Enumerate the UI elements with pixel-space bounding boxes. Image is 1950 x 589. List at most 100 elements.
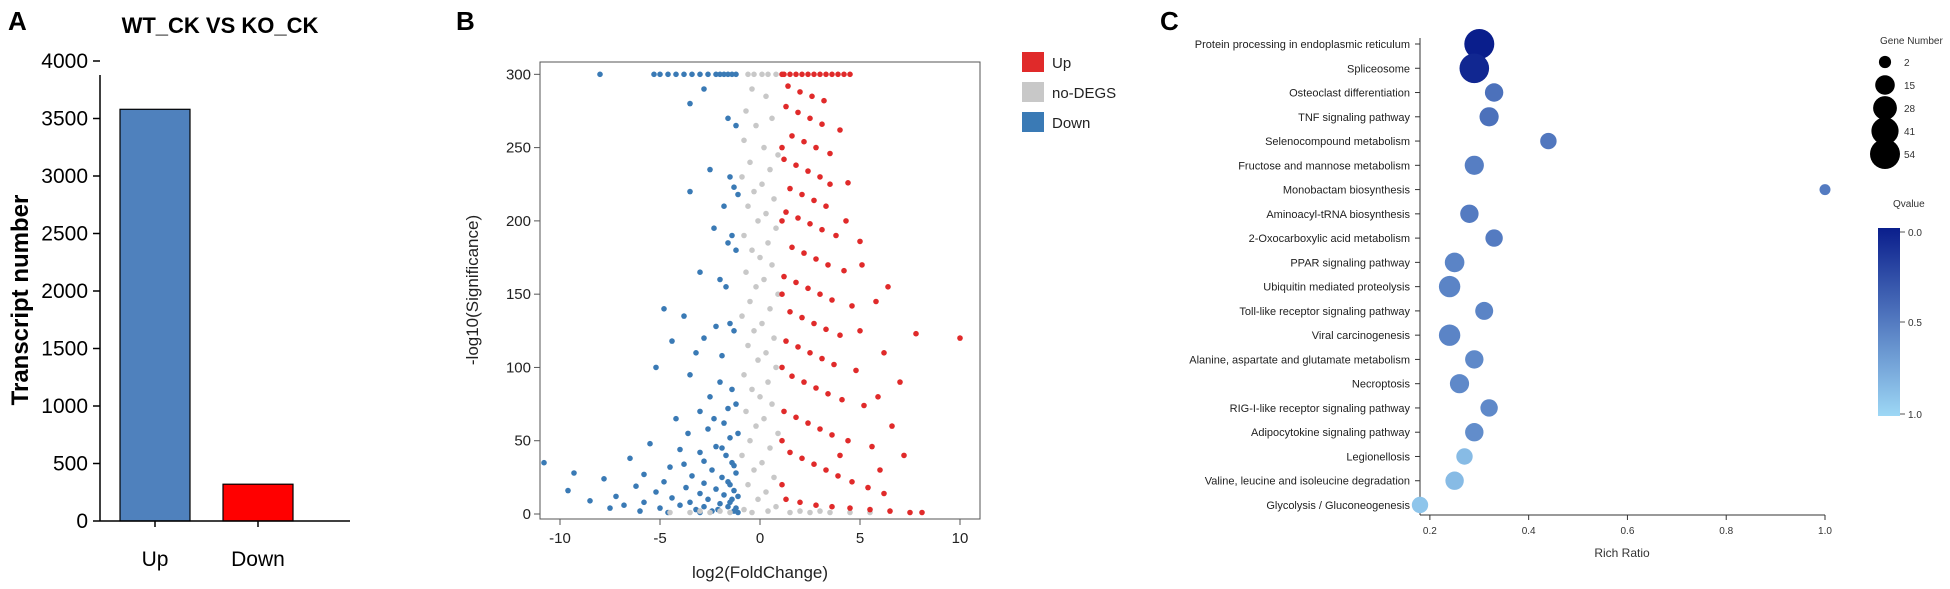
volcano-point-down bbox=[713, 71, 719, 78]
volcano-point-up bbox=[901, 452, 907, 459]
volcano-point-down bbox=[661, 479, 667, 485]
volcano-point-no-degs bbox=[765, 240, 771, 246]
volcano-point-no-degs bbox=[759, 71, 765, 78]
volcano-point-no-degs bbox=[755, 218, 761, 224]
volcano-point-up bbox=[897, 379, 903, 385]
volcano-point-no-degs bbox=[749, 247, 755, 253]
volcano-point-no-degs bbox=[707, 509, 713, 516]
volcano-point-no-degs bbox=[769, 115, 775, 122]
volcano-point-up bbox=[849, 303, 855, 309]
volcano-point-down bbox=[705, 426, 711, 432]
volcano-point-down bbox=[705, 71, 711, 78]
volcano-point-no-degs bbox=[775, 291, 781, 298]
volcano-point-no-degs bbox=[817, 508, 823, 514]
volcano-point-down bbox=[729, 386, 735, 393]
volcano-point-up bbox=[811, 461, 817, 468]
volcano-point-no-degs bbox=[751, 188, 757, 195]
volcano-point-no-degs bbox=[765, 379, 771, 385]
volcano-point-up bbox=[837, 127, 843, 133]
volcano-point-up bbox=[819, 355, 825, 362]
volcano-point-up bbox=[823, 71, 829, 78]
volcano-point-no-degs bbox=[745, 203, 751, 209]
bar-up bbox=[119, 108, 191, 522]
bar-chart-xtick-label: Up bbox=[142, 548, 169, 571]
volcano-point-no-degs bbox=[751, 328, 757, 334]
volcano-point-up bbox=[817, 174, 823, 180]
volcano-point-up bbox=[889, 423, 895, 429]
volcano-plot-frame bbox=[539, 61, 981, 520]
bar-chart-ytick-label: 500 bbox=[53, 453, 88, 476]
bar-chart-ytick-label: 2000 bbox=[41, 280, 88, 303]
volcano-point-no-degs bbox=[743, 269, 749, 276]
volcano-point-down bbox=[713, 443, 719, 450]
volcano-point-up bbox=[805, 420, 811, 426]
volcano-point-up bbox=[885, 284, 891, 290]
volcano-point-up bbox=[869, 443, 875, 450]
qvalue-tick-label: 1.0 bbox=[1908, 410, 1922, 421]
volcano-point-no-degs bbox=[827, 509, 833, 516]
volcano-point-up bbox=[799, 191, 805, 198]
volcano-point-up bbox=[823, 203, 829, 209]
volcano-point-up bbox=[813, 502, 819, 509]
volcano-ytick-label: 200 bbox=[506, 213, 531, 230]
pathway-bubble bbox=[1485, 229, 1503, 247]
volcano-point-no-degs bbox=[751, 467, 757, 473]
volcano-point-up bbox=[795, 215, 801, 221]
gene-number-legend-bubble bbox=[1870, 139, 1900, 169]
volcano-point-no-degs bbox=[757, 394, 763, 400]
volcano-legend-label: Down bbox=[1052, 115, 1090, 132]
volcano-point-up bbox=[793, 162, 799, 168]
volcano-point-down bbox=[697, 449, 703, 456]
volcano-points bbox=[541, 71, 963, 516]
volcano-point-up bbox=[849, 479, 855, 485]
pathway-label: Aminoacyl-tRNA biosynthesis bbox=[1266, 209, 1410, 221]
volcano-point-down bbox=[601, 476, 607, 482]
gene-number-legend-bubble bbox=[1871, 117, 1899, 145]
pathway-bubble bbox=[1475, 301, 1494, 320]
volcano-point-no-degs bbox=[687, 509, 693, 516]
volcano-point-up bbox=[779, 481, 785, 488]
volcano-point-no-degs bbox=[741, 372, 747, 378]
volcano-ytick-label: 50 bbox=[514, 433, 531, 450]
volcano-point-down bbox=[713, 486, 719, 492]
gene-number-legend-bubble bbox=[1878, 55, 1892, 69]
volcano-point-no-degs bbox=[739, 452, 745, 459]
volcano-point-down bbox=[653, 489, 659, 495]
volcano-point-down bbox=[717, 71, 723, 78]
pathway-bubble bbox=[1456, 448, 1473, 465]
volcano-point-up bbox=[781, 156, 787, 163]
volcano-point-down bbox=[681, 313, 687, 319]
gene-number-legend-label: 54 bbox=[1904, 150, 1916, 161]
volcano-point-no-degs bbox=[765, 508, 771, 514]
volcano-point-up bbox=[827, 150, 833, 157]
pathway-label: 2-Oxocarboxylic acid metabolism bbox=[1249, 233, 1410, 245]
volcano-point-up bbox=[805, 71, 811, 78]
volcano-point-no-degs bbox=[667, 509, 673, 516]
volcano-point-down bbox=[729, 232, 735, 239]
volcano-point-up bbox=[817, 71, 823, 78]
pathway-label: Monobactam biosynthesis bbox=[1283, 185, 1411, 197]
volcano-point-up bbox=[839, 396, 845, 403]
volcano-point-down bbox=[693, 350, 699, 356]
volcano-point-down bbox=[587, 498, 593, 504]
volcano-point-down bbox=[627, 455, 633, 462]
volcano-point-down bbox=[729, 459, 735, 466]
volcano-point-up bbox=[805, 285, 811, 292]
volcano-point-down bbox=[701, 480, 707, 487]
volcano-point-no-degs bbox=[773, 364, 779, 371]
volcano-point-up bbox=[817, 426, 823, 432]
volcano-point-down bbox=[701, 335, 707, 341]
volcano-point-no-degs bbox=[797, 508, 803, 514]
volcano-point-up bbox=[783, 103, 789, 110]
volcano-point-up bbox=[779, 364, 785, 371]
volcano-point-no-degs bbox=[763, 350, 769, 356]
volcano-point-no-degs bbox=[741, 232, 747, 239]
volcano-point-down bbox=[697, 490, 703, 497]
volcano-point-no-degs bbox=[771, 474, 777, 481]
volcano-point-down bbox=[735, 493, 741, 500]
volcano-point-up bbox=[847, 505, 853, 511]
pathway-label: PPAR signaling pathway bbox=[1290, 257, 1410, 269]
pathway-label: Toll-like receptor signaling pathway bbox=[1239, 306, 1410, 318]
bar-chart-xtick-label: Down bbox=[231, 548, 285, 571]
volcano-point-no-degs bbox=[771, 196, 777, 202]
